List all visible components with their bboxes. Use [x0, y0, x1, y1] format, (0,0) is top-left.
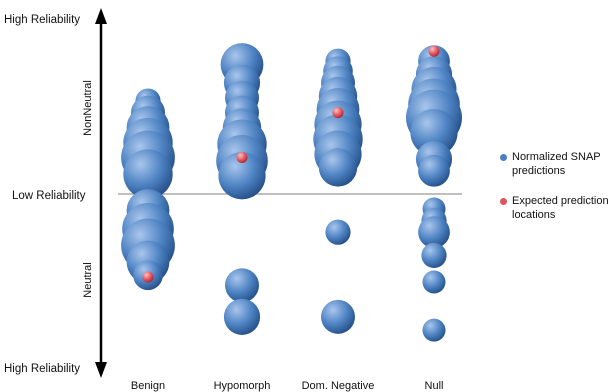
snap-bubble-dom-negative-29	[318, 148, 358, 187]
expected-point-benign	[142, 271, 154, 283]
legend-item-expected: Expected prediction locations	[500, 194, 610, 222]
x-tick-label-null: Null	[425, 380, 444, 392]
snap-bubble-null-42	[418, 216, 450, 249]
snap-bubble-hypomorph-19	[225, 268, 259, 303]
y-label-middle: Low Reliability	[12, 190, 86, 202]
y-label-top: High Reliability	[4, 14, 80, 26]
legend-swatch-red	[500, 198, 507, 205]
legend-label-expected: Expected prediction locations	[512, 195, 609, 221]
legend-item-snap: Normalized SNAP predictions	[500, 150, 610, 178]
snap-bubble-null-43	[421, 242, 447, 269]
snap-bubble-null-45	[422, 318, 446, 342]
snap-bubble-hypomorph-20	[223, 298, 261, 335]
snap-bubble-null-39	[418, 154, 450, 187]
y-label-bottom: High Reliability	[4, 363, 80, 375]
region-label-neutral: Neutral	[82, 262, 94, 297]
snap-bubble-dom-negative-31	[321, 299, 355, 334]
x-tick-labels: Benign Hypomorph Dom. Negative Null	[131, 380, 444, 392]
y-axis-arrow-up	[95, 8, 107, 24]
bubbles-layer	[121, 43, 462, 342]
region-label-nonneutral: NonNeutral	[82, 80, 94, 136]
legend-label-snap: Normalized SNAP predictions	[512, 151, 601, 177]
x-tick-label-dom-negative: Dom. Negative	[302, 380, 375, 392]
legend-swatch-blue	[500, 154, 507, 161]
expected-point-null	[428, 45, 440, 57]
snap-bubble-hypomorph-18	[218, 152, 266, 200]
x-tick-label-benign: Benign	[131, 380, 165, 392]
snap-bubble-benign-5	[123, 149, 173, 199]
x-tick-label-hypomorph: Hypomorph	[214, 380, 271, 392]
snap-bubble-null-37	[410, 108, 458, 157]
snap-bubble-null-44	[422, 270, 446, 294]
legend: Normalized SNAP predictions Expected pre…	[500, 150, 610, 238]
expected-point-hypomorph	[236, 151, 248, 163]
snap-bubble-dom-negative-30	[325, 219, 351, 245]
expected-point-dom-negative	[332, 107, 344, 119]
y-axis-arrow-down	[95, 362, 107, 378]
